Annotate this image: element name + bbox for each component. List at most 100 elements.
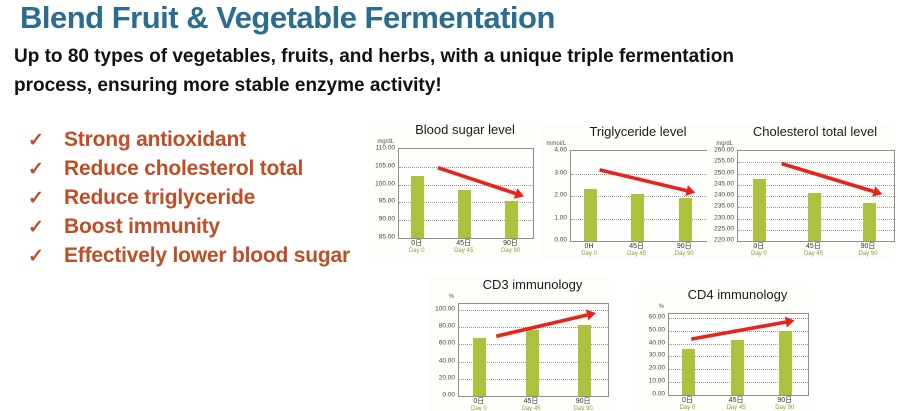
x-tick-label: 45日 Day 45 [804, 243, 823, 258]
y-axis-unit: mg/dL [377, 139, 394, 145]
bullet-label: Boost immunity [64, 215, 220, 238]
y-tick-label: 20.00 [438, 374, 455, 382]
x-tick-label: 45日 Day 45 [521, 398, 540, 411]
bullet-label: Strong antioxidant [64, 128, 246, 151]
y-axis-labels: % 100.00 80.00 60.00 40.00 20.00 0.00 [428, 294, 458, 399]
x-tick-day-en: Day 90 [501, 248, 521, 254]
y-axis-unit: mmol/L [546, 141, 566, 147]
y-axis-labels: mg/dL 110.00 105.00 100.00 95.00 90.00 85.00 [368, 139, 398, 241]
chart-triglyceride: Triglyceride level mmol/L 4.00 3.00 2.00 1.… [540, 124, 708, 260]
x-tick-day-jp: 0日 [411, 240, 423, 247]
grid-line [669, 317, 808, 319]
y-tick-label: 10.00 [648, 377, 665, 385]
list-item: ✓ Boost immunity [28, 215, 350, 244]
y-tick-label: 85.00 [378, 233, 395, 241]
y-tick-label: 220.00 [714, 236, 734, 244]
y-tick-label: 245.00 [714, 180, 734, 188]
x-tick-day-en: Day 90 [573, 406, 593, 411]
list-item: ✓ Strong antioxidant [28, 128, 350, 157]
chart-title: Blood sugar level [415, 122, 515, 137]
x-tick-label: 90日 Day 90 [501, 240, 520, 255]
bar-day45 [730, 340, 744, 395]
x-tick-label: 90日 Day 90 [775, 397, 794, 411]
y-tick-label: 60.00 [648, 313, 665, 321]
checkmark-icon: ✓ [28, 188, 44, 209]
y-tick-label: 105.00 [375, 162, 395, 170]
y-tick-label: 100.00 [435, 305, 455, 313]
y-tick-label: 0.00 [652, 390, 665, 398]
plot-area [398, 148, 534, 239]
bullet-label: Reduce cholesterol total [64, 157, 304, 180]
list-item: ✓ Reduce cholesterol total [28, 157, 350, 186]
y-tick-label: 260.00 [714, 146, 734, 154]
chart-cd3-immunology: CD3 immunology % 100.00 80.00 60.00 40.00 20… [428, 277, 609, 411]
y-tick-label: 250.00 [714, 169, 734, 176]
x-axis-labels: 0日 Day 0 45日 Day 45 90日 Day 90 [737, 242, 893, 260]
x-tick-day-en: Day 90 [674, 251, 694, 257]
y-axis-labels: mmol/L 4.00 3.00 2.00 1.00 0.00 [540, 141, 570, 244]
y-tick-label: 240.00 [714, 191, 734, 199]
bar-day0 [753, 179, 767, 241]
bullet-label: Reduce triglyceride [64, 186, 256, 209]
plot-area [458, 303, 609, 397]
y-tick-label: 95.00 [378, 197, 395, 205]
list-item: ✓ Effectively lower blood sugar [28, 244, 350, 273]
y-tick-label: 90.00 [378, 215, 395, 223]
x-axis-labels: 0日 Day 0 45日 Day 45 90日 Day 90 [398, 239, 532, 257]
bar-day0 [583, 188, 597, 241]
trend-arrow-up-icon [495, 309, 596, 338]
y-tick-label: 235.00 [714, 202, 734, 210]
x-tick-day-en: Day 0 [408, 248, 425, 254]
bar-day0 [411, 175, 425, 238]
checkmark-icon: ✓ [28, 246, 44, 267]
x-tick-day-jp: 90日 [777, 397, 793, 404]
chart-title: Triglyceride level [589, 124, 687, 139]
x-axis-labels: 0日 Day 0 45日 Day 45 90日 Day 90 [668, 396, 807, 411]
checkmark-icon: ✓ [28, 159, 44, 180]
chart-cd4-immunology: CD4 immunology % 60.00 50.00 40.00 30.00 20.… [638, 287, 809, 411]
x-tick-day-jp: 45日 [728, 397, 744, 404]
chart-title: Cholesterol total level [752, 124, 878, 139]
y-tick-label: 0.00 [442, 391, 455, 399]
x-tick-label: 45日 Day 45 [727, 397, 746, 411]
x-tick-label: 90日 Day 90 [574, 398, 593, 411]
x-tick-day-en: Day 90 [775, 405, 795, 411]
x-tick-day-jp: 45日 [629, 243, 645, 250]
bar-day90 [779, 331, 793, 395]
y-tick-label: 50.00 [648, 326, 665, 334]
x-tick-day-en: Day 0 [581, 251, 597, 257]
bar-day45 [631, 193, 645, 241]
y-tick-label: 3.00 [554, 169, 567, 176]
bar-day45 [807, 192, 821, 241]
bar-day90 [862, 202, 876, 241]
trend-arrow-up-icon [690, 316, 795, 341]
x-tick-label: 90日 Day 90 [859, 243, 878, 258]
chart-body: mg/dL 110.00 105.00 100.00 95.00 90.00 85.00 [368, 139, 534, 241]
y-tick-label: 100.00 [375, 180, 395, 188]
y-tick-label: 2.00 [554, 191, 567, 199]
plot-area [737, 150, 895, 242]
bar-day45 [525, 330, 539, 396]
y-tick-label: 110.00 [375, 144, 395, 152]
trend-arrow-down-icon [599, 168, 696, 196]
x-tick-day-en: Day 45 [627, 251, 647, 257]
plot-area [668, 313, 809, 396]
x-tick-day-en: Day 0 [471, 406, 487, 411]
x-tick-label: 90日 Day 90 [675, 243, 694, 258]
bar-day45 [458, 189, 472, 238]
x-tick-day-jp: 90日 [860, 243, 876, 250]
x-tick-label: 45日 Day 45 [454, 240, 473, 255]
bar-day0 [473, 337, 487, 396]
grid-line [459, 310, 608, 312]
bar-day0 [681, 349, 695, 395]
x-tick-label: 0日 Day 0 [680, 397, 696, 411]
bar-day90 [577, 325, 591, 396]
x-tick-day-jp: 0日 [682, 397, 693, 404]
x-tick-label: 0日 Day 0 [409, 240, 425, 255]
chart-title: CD4 immunology [687, 287, 788, 302]
y-tick-label: 255.00 [714, 157, 734, 165]
chart-body: mg/dL 260.00 255.00 250.00 245.00 240.00 235.… [707, 141, 895, 244]
chart-blood-sugar: Blood sugar level mg/dL 110.00 105.00 100.… [368, 122, 534, 257]
x-tick-day-en: Day 45 [726, 405, 746, 411]
